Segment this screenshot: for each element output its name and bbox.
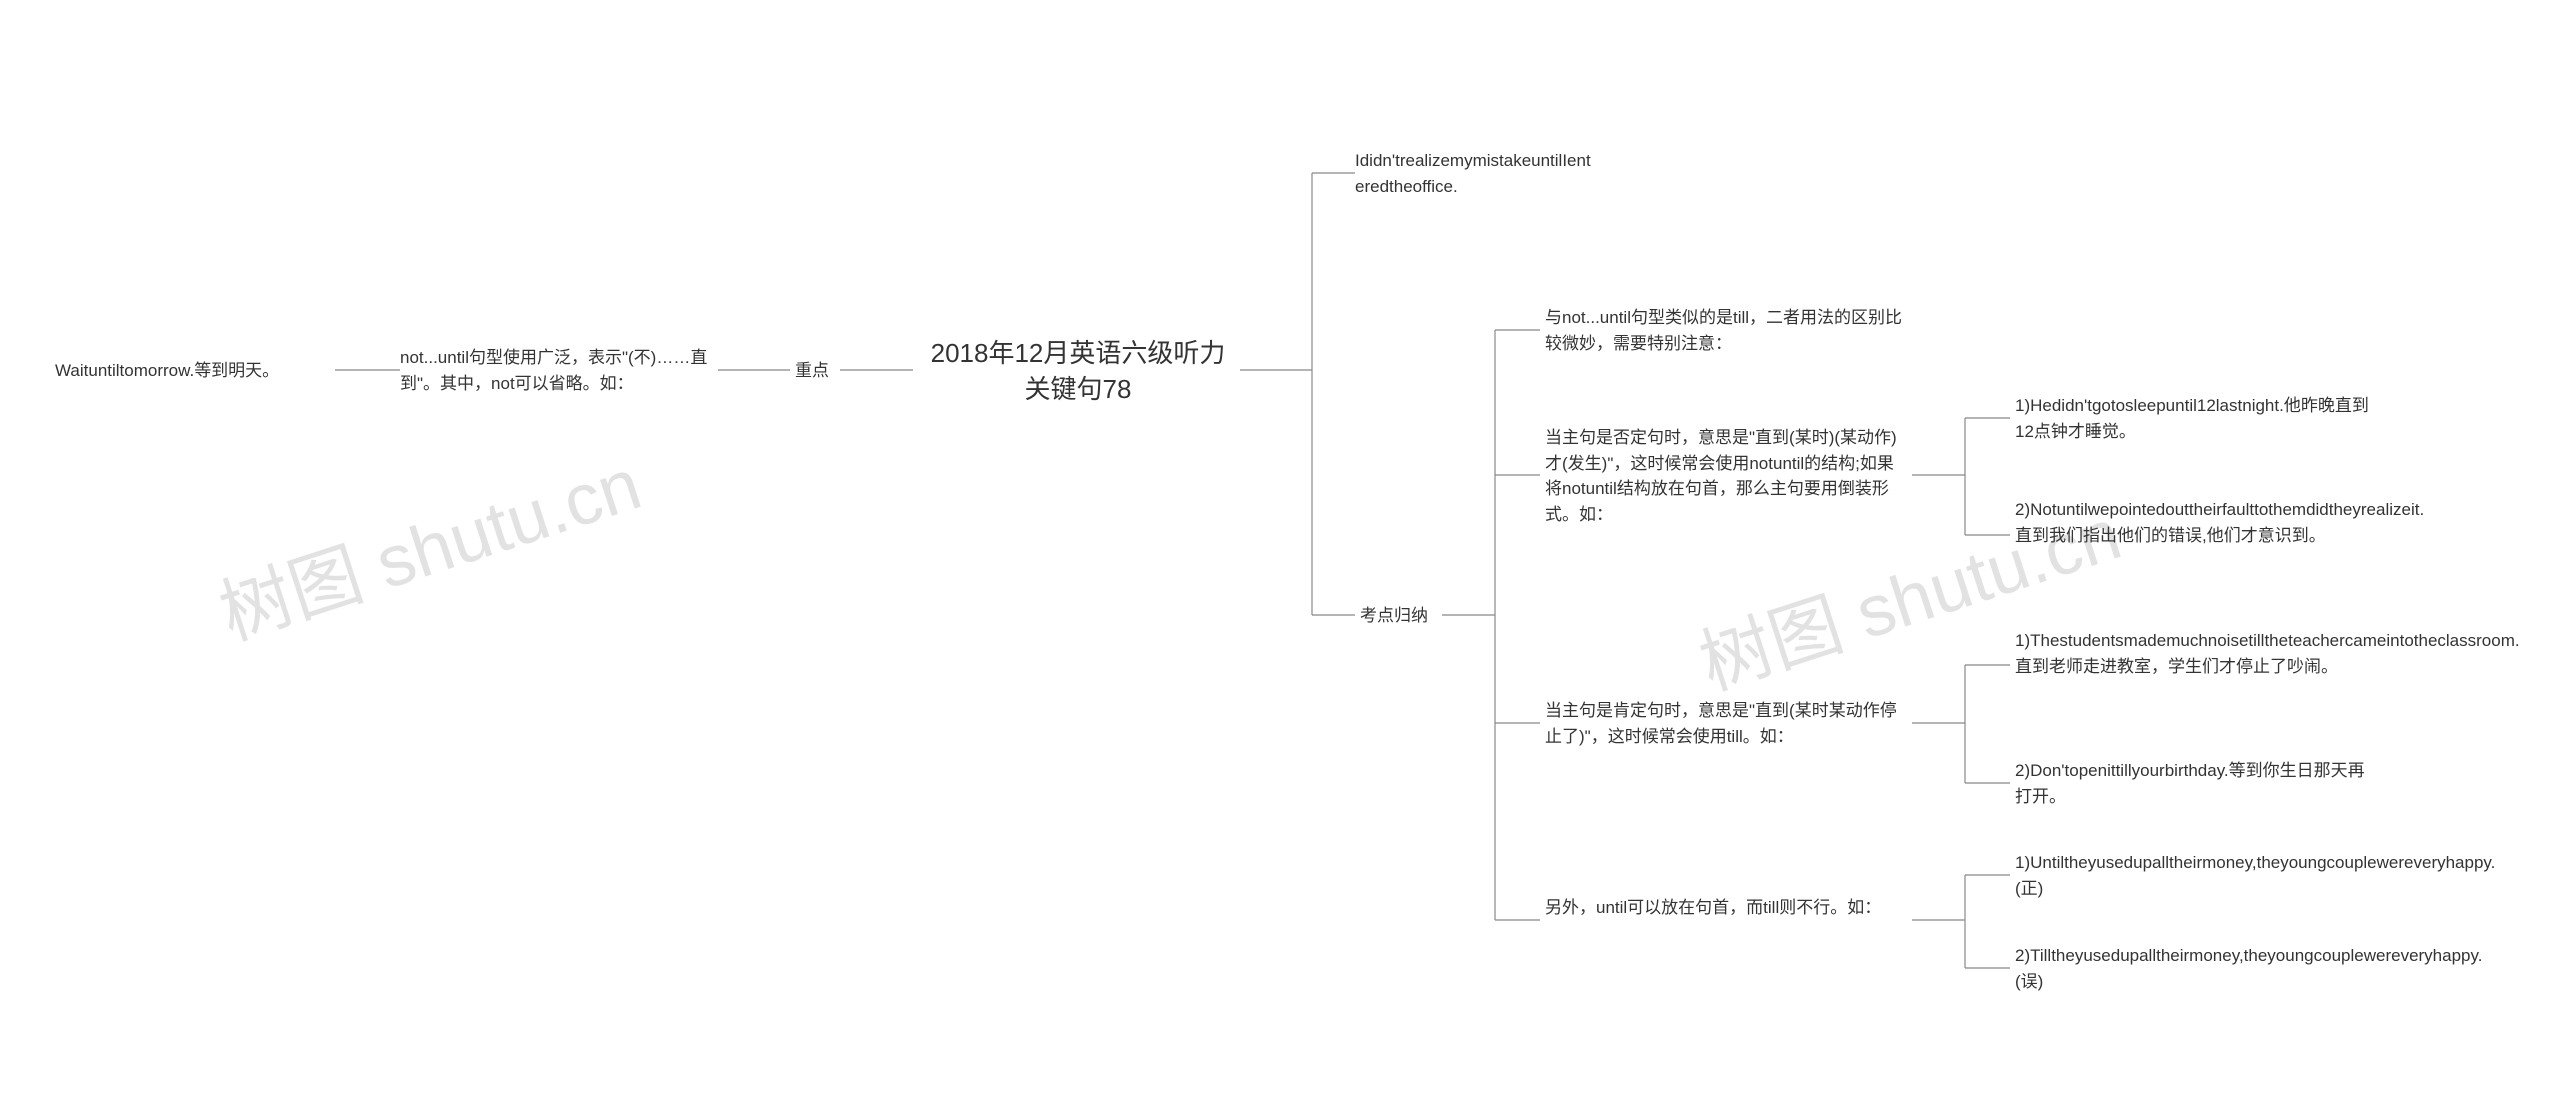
left-leaf: Waituntiltomorrow.等到明天。 [55, 358, 345, 384]
right-first-line1: Ididn'trealizemymistakeuntilIent [1355, 148, 1675, 174]
watermark: 树图 shutu.cn [204, 425, 651, 660]
center-line2: 关键句78 [913, 371, 1243, 407]
right-item-4-child-1: 1)Untiltheyusedupalltheirmoney,theyoungc… [2015, 850, 2375, 901]
right-item-4: 另外，until可以放在句首，而till则不行。如： [1545, 895, 1910, 921]
right-item-3: 当主句是肯定句时，意思是"直到(某时某动作停止了)"，这时候常会使用till。如… [1545, 698, 1910, 749]
right-item-3-child-2: 2)Don'topenittillyourbirthday.等到你生日那天再打开… [2015, 758, 2375, 809]
left-branch-label: 重点 [795, 358, 829, 384]
right-first-line2: eredtheoffice. [1355, 174, 1675, 200]
right-item-4-child-2: 2)Tilltheyusedupalltheirmoney,theyoungco… [2015, 943, 2375, 994]
right-item-2: 当主句是否定句时，意思是"直到(某时)(某动作)才(发生)"，这时候常会使用no… [1545, 425, 1910, 527]
left-child: not...until句型使用广泛，表示"(不)……直到"。其中，not可以省略… [400, 345, 720, 396]
right-item-1: 与not...until句型类似的是till，二者用法的区别比较微妙，需要特别注… [1545, 305, 1910, 356]
connector-layer [0, 0, 2560, 1099]
right-first-child: Ididn'trealizemymistakeuntilIent eredthe… [1355, 148, 1675, 199]
right-item-2-child-1: 1)Hedidn'tgotosleepuntil12lastnight.他昨晚直… [2015, 393, 2375, 444]
center-node: 2018年12月英语六级听力 关键句78 [913, 335, 1243, 408]
right-item-2-child-2: 2)Notuntilwepointedouttheirfaulttothemdi… [2015, 497, 2375, 548]
right-branch-label: 考点归纳 [1360, 603, 1428, 629]
center-line1: 2018年12月英语六级听力 [913, 335, 1243, 371]
right-item-3-child-1: 1)Thestudentsmademuchnoisetilltheteacher… [2015, 628, 2375, 679]
